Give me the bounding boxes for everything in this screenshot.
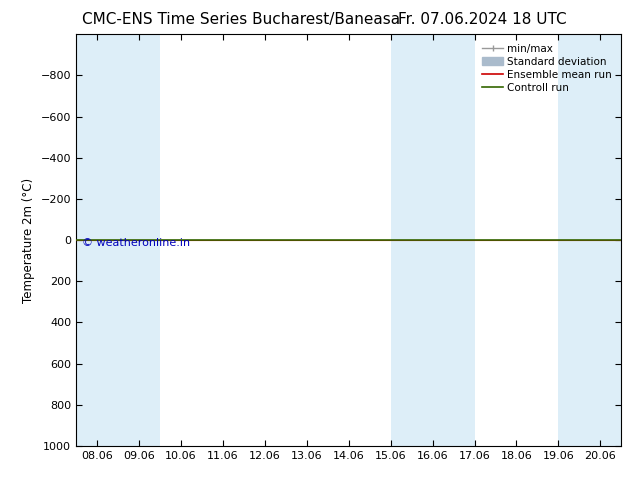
Text: CMC-ENS Time Series Bucharest/Baneasa: CMC-ENS Time Series Bucharest/Baneasa — [82, 12, 400, 27]
Bar — [391, 34, 474, 446]
Bar — [76, 34, 160, 446]
Text: © weatheronline.in: © weatheronline.in — [82, 238, 190, 248]
Legend: min/max, Standard deviation, Ensemble mean run, Controll run: min/max, Standard deviation, Ensemble me… — [478, 40, 616, 97]
Y-axis label: Temperature 2m (°C): Temperature 2m (°C) — [22, 177, 35, 303]
Text: Fr. 07.06.2024 18 UTC: Fr. 07.06.2024 18 UTC — [398, 12, 566, 27]
Bar — [559, 34, 621, 446]
